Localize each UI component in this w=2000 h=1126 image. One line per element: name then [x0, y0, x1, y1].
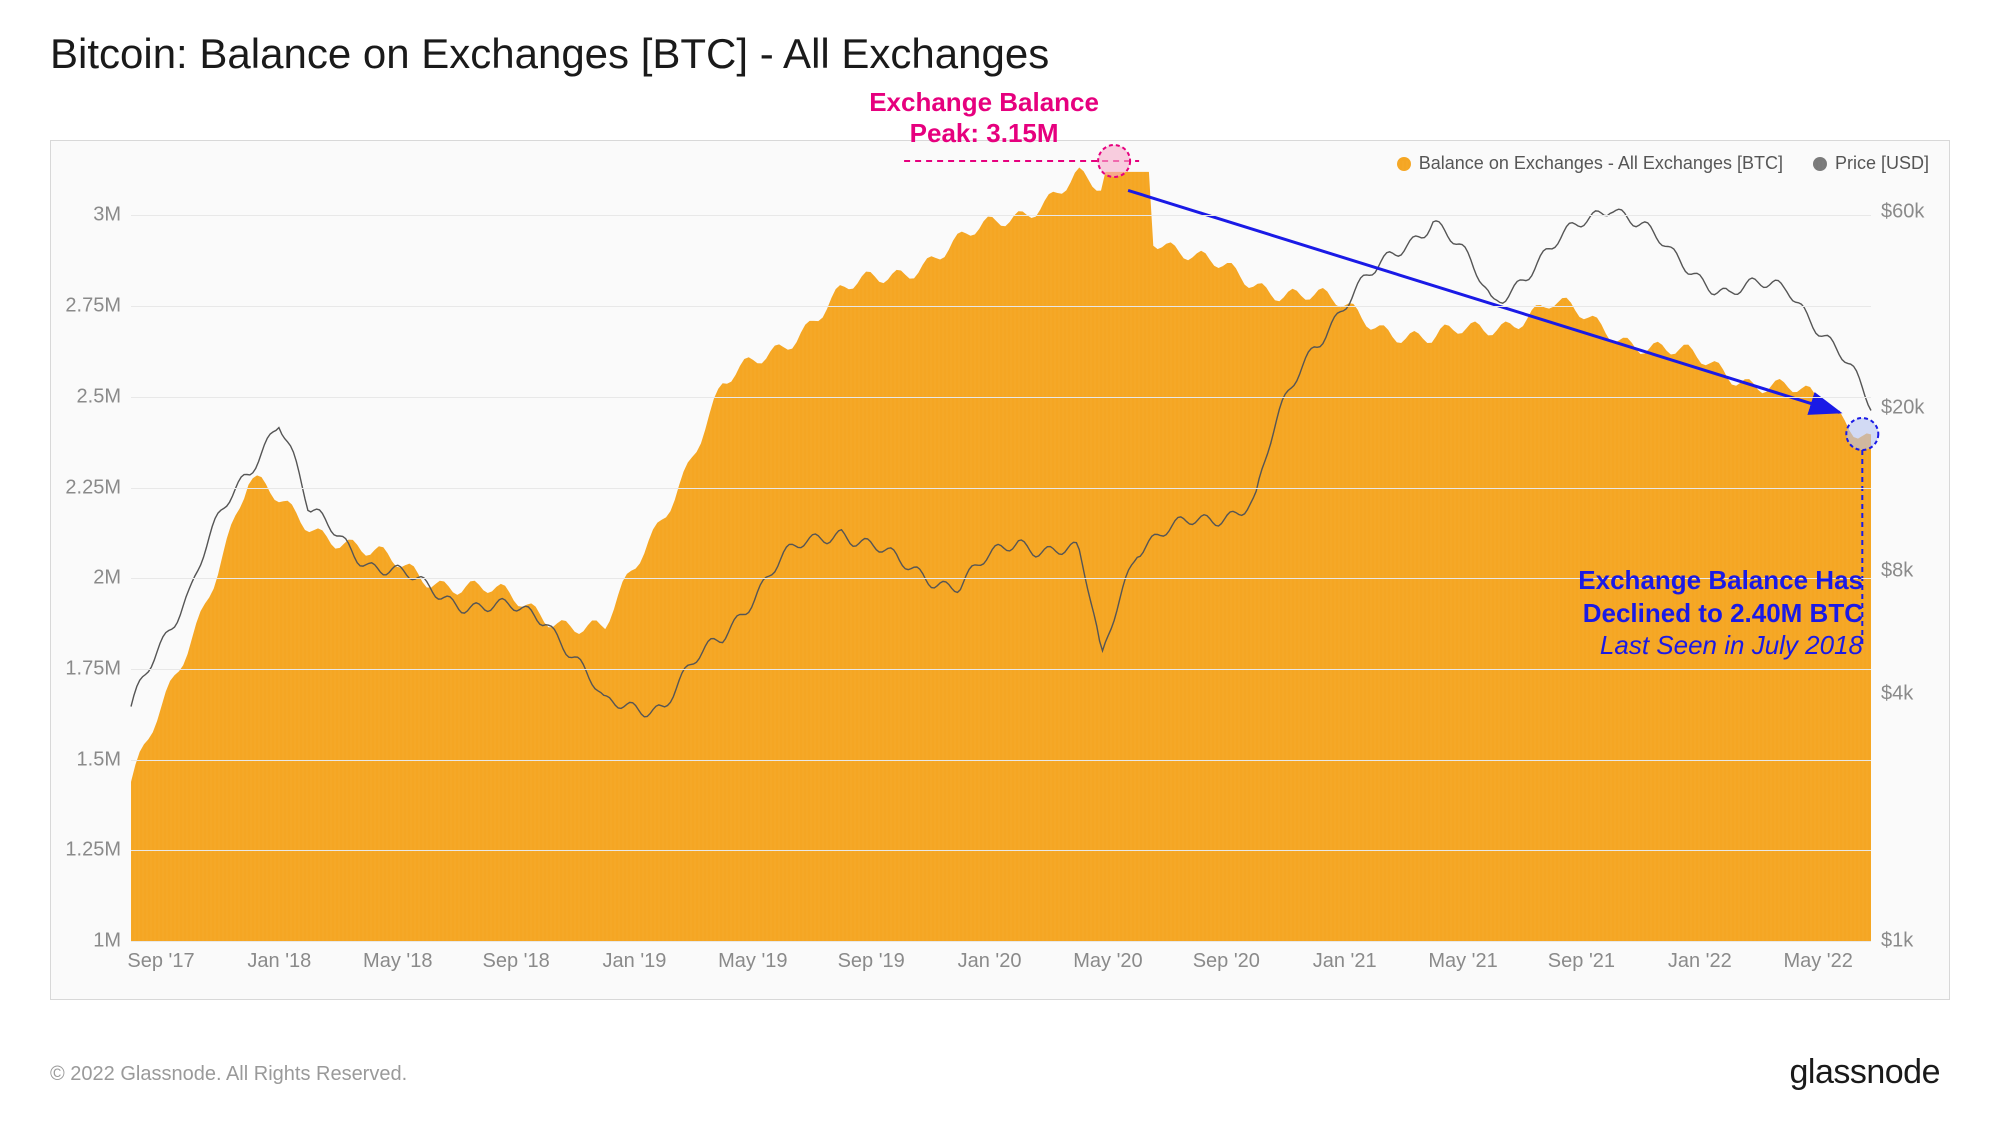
y-left-tick: 3M	[61, 204, 121, 227]
y-left-tick: 2M	[61, 567, 121, 590]
y-left-tick: 2.25M	[61, 476, 121, 499]
peak-marker	[1098, 145, 1130, 177]
y-left-tick: 1.75M	[61, 657, 121, 680]
balance-area	[131, 168, 1871, 942]
decline-annotation: Exchange Balance HasDeclined to 2.40M BT…	[1523, 564, 1863, 662]
peak-line1: Exchange Balance	[854, 87, 1114, 118]
chart-container: Balance on Exchanges - All Exchanges [BT…	[50, 140, 1950, 1000]
x-tick: Jan '20	[958, 950, 1022, 973]
x-tick: Jan '21	[1313, 950, 1377, 973]
x-tick: Sep '19	[838, 950, 905, 973]
x-tick: Sep '18	[482, 950, 549, 973]
chart-svg	[131, 161, 1871, 941]
y-left-tick: 1.25M	[61, 839, 121, 862]
decline-marker	[1846, 418, 1878, 450]
x-tick: Sep '17	[127, 950, 194, 973]
x-tick: Jan '22	[1668, 950, 1732, 973]
copyright: © 2022 Glassnode. All Rights Reserved.	[50, 1063, 407, 1086]
x-tick: May '21	[1428, 950, 1497, 973]
y-right-tick: $1k	[1881, 930, 1943, 953]
decline-line3: Last Seen in July 2018	[1523, 629, 1863, 662]
plot-area: glassnode 1M1.25M1.5M1.75M2M2.25M2.5M2.7…	[131, 161, 1871, 941]
page-title: Bitcoin: Balance on Exchanges [BTC] - Al…	[50, 30, 1049, 78]
y-right-tick: $20k	[1881, 396, 1943, 419]
y-left-tick: 1M	[61, 930, 121, 953]
y-right-tick: $60k	[1881, 201, 1943, 224]
y-right-tick: $4k	[1881, 683, 1943, 706]
y-left-tick: 2.75M	[61, 295, 121, 318]
x-tick: May '19	[718, 950, 787, 973]
x-tick: May '22	[1783, 950, 1852, 973]
x-tick: Sep '20	[1193, 950, 1260, 973]
decline-line1: Exchange Balance Has	[1523, 564, 1863, 597]
x-tick: Jan '18	[247, 950, 311, 973]
y-right-tick: $8k	[1881, 559, 1943, 582]
x-tick: Jan '19	[603, 950, 667, 973]
y-left-tick: 2.5M	[61, 385, 121, 408]
peak-line2: Peak: 3.15M	[854, 118, 1114, 149]
brand-logo: glassnode	[1789, 1053, 1940, 1092]
x-tick: Sep '21	[1548, 950, 1615, 973]
x-tick: May '18	[363, 950, 432, 973]
x-tick: May '20	[1073, 950, 1142, 973]
y-left-tick: 1.5M	[61, 748, 121, 771]
decline-line2: Declined to 2.40M BTC	[1523, 597, 1863, 630]
peak-annotation: Exchange BalancePeak: 3.15M	[854, 87, 1114, 149]
